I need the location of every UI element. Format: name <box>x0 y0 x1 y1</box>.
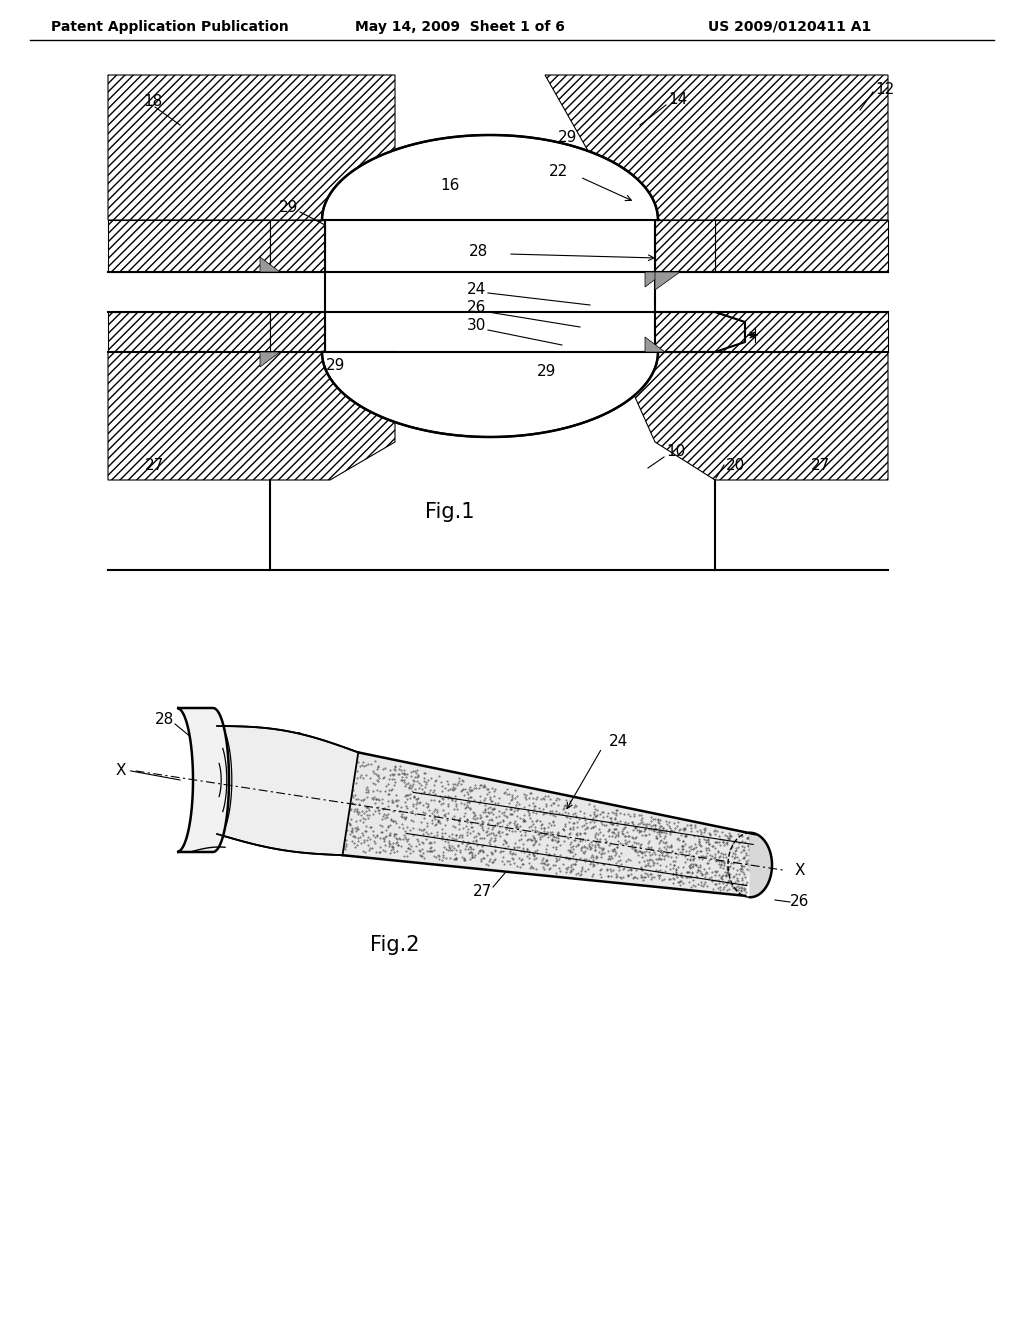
Text: 12: 12 <box>874 82 894 98</box>
Polygon shape <box>108 75 395 220</box>
Text: 22: 22 <box>549 165 568 180</box>
Polygon shape <box>545 75 888 220</box>
Polygon shape <box>260 352 280 367</box>
Polygon shape <box>270 220 325 272</box>
Text: X: X <box>115 763 126 779</box>
Polygon shape <box>342 752 755 896</box>
Polygon shape <box>322 135 658 220</box>
Text: 26: 26 <box>467 301 486 315</box>
Text: 24: 24 <box>467 282 486 297</box>
Text: US 2009/0120411 A1: US 2009/0120411 A1 <box>709 20 871 34</box>
Text: 29: 29 <box>537 364 556 380</box>
Text: 26: 26 <box>791 895 810 909</box>
Polygon shape <box>270 312 325 352</box>
Text: May 14, 2009  Sheet 1 of 6: May 14, 2009 Sheet 1 of 6 <box>355 20 565 34</box>
Text: 14: 14 <box>668 92 687 107</box>
Polygon shape <box>108 352 395 480</box>
Text: Fig.2: Fig.2 <box>371 935 420 954</box>
Text: 29: 29 <box>279 201 298 215</box>
Polygon shape <box>655 272 680 290</box>
Text: 16: 16 <box>440 177 460 193</box>
Polygon shape <box>750 833 772 898</box>
Text: X: X <box>795 863 805 878</box>
Text: 27: 27 <box>810 458 829 473</box>
Polygon shape <box>260 257 280 272</box>
Text: 27: 27 <box>145 458 165 473</box>
Polygon shape <box>177 708 229 851</box>
Text: 30: 30 <box>467 318 486 334</box>
Text: 30: 30 <box>286 733 305 747</box>
Text: 29: 29 <box>326 359 345 374</box>
Polygon shape <box>655 220 715 272</box>
Polygon shape <box>322 352 658 437</box>
Polygon shape <box>645 337 665 352</box>
Polygon shape <box>655 312 715 352</box>
Polygon shape <box>645 272 665 286</box>
Polygon shape <box>217 726 358 855</box>
Polygon shape <box>108 312 270 352</box>
Text: Patent Application Publication: Patent Application Publication <box>51 20 289 34</box>
Text: 27: 27 <box>473 884 493 899</box>
Text: 29: 29 <box>558 129 578 144</box>
Polygon shape <box>108 220 270 272</box>
Text: Fig.1: Fig.1 <box>425 502 475 521</box>
Text: 28: 28 <box>156 713 175 727</box>
Polygon shape <box>715 312 888 352</box>
Text: 20: 20 <box>726 458 745 473</box>
Polygon shape <box>615 352 888 480</box>
Polygon shape <box>655 312 745 352</box>
Text: 18: 18 <box>143 95 162 110</box>
Text: 28: 28 <box>469 244 488 260</box>
Text: 10: 10 <box>666 445 685 459</box>
Polygon shape <box>715 220 888 272</box>
Text: 24: 24 <box>608 734 628 750</box>
